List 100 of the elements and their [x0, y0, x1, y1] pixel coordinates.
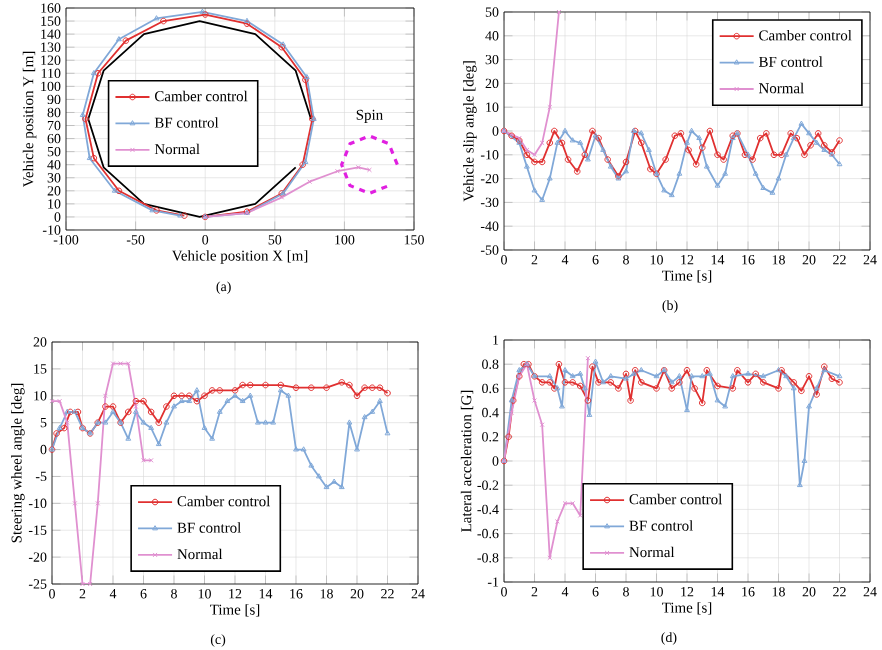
point	[224, 397, 231, 404]
point	[637, 139, 645, 147]
point	[239, 381, 246, 389]
point	[577, 370, 584, 376]
point	[573, 168, 581, 175]
point	[531, 158, 538, 166]
point	[270, 419, 277, 425]
point	[155, 419, 163, 426]
point	[645, 146, 652, 152]
point	[623, 375, 629, 381]
point	[759, 379, 767, 386]
point	[523, 163, 530, 169]
point	[546, 379, 554, 386]
line-series	[340, 134, 399, 196]
point	[79, 111, 86, 117]
point	[115, 187, 123, 195]
point	[714, 382, 721, 390]
point	[783, 373, 790, 379]
point	[577, 139, 584, 145]
point	[745, 370, 751, 376]
point	[132, 397, 140, 405]
point	[752, 370, 759, 378]
point	[361, 414, 368, 420]
point	[744, 379, 752, 386]
point	[277, 387, 284, 393]
point	[589, 127, 596, 135]
point	[115, 36, 122, 42]
point	[111, 187, 118, 193]
point	[57, 398, 63, 404]
point	[132, 408, 139, 414]
point	[231, 387, 239, 394]
point	[668, 191, 675, 198]
point	[622, 158, 630, 166]
point	[155, 440, 162, 447]
point	[148, 424, 155, 430]
point	[807, 141, 814, 149]
point	[828, 375, 836, 383]
point	[562, 127, 568, 133]
point	[539, 422, 545, 428]
point	[623, 168, 629, 174]
point	[685, 146, 692, 154]
point	[201, 424, 208, 430]
point	[698, 399, 706, 407]
point	[315, 473, 322, 479]
point	[688, 373, 695, 379]
point	[355, 164, 361, 170]
point	[577, 512, 583, 518]
point	[60, 424, 68, 432]
point	[208, 387, 216, 394]
point	[346, 381, 353, 389]
point	[729, 373, 736, 379]
point	[163, 403, 170, 410]
point	[805, 373, 813, 380]
point	[592, 358, 599, 364]
point	[820, 141, 828, 149]
point	[368, 384, 376, 392]
point	[232, 392, 238, 398]
point	[671, 132, 679, 140]
point	[647, 165, 654, 173]
point	[813, 391, 820, 398]
point	[376, 397, 383, 404]
point	[622, 370, 630, 378]
point	[547, 104, 553, 110]
point	[554, 139, 561, 145]
point	[760, 184, 767, 191]
point	[64, 420, 70, 426]
point	[638, 366, 645, 373]
point	[653, 373, 660, 379]
point	[53, 430, 60, 437]
point	[584, 156, 591, 162]
point	[706, 127, 714, 135]
point	[334, 168, 340, 174]
point	[369, 408, 376, 414]
point	[720, 156, 727, 163]
point	[308, 462, 315, 468]
point	[516, 366, 523, 373]
point	[102, 393, 108, 399]
point	[300, 446, 307, 452]
point	[86, 154, 93, 161]
point	[607, 163, 614, 169]
point	[216, 387, 224, 394]
point	[292, 384, 300, 392]
point	[661, 187, 668, 193]
point	[546, 175, 553, 181]
point	[201, 392, 208, 400]
point	[684, 139, 690, 145]
point	[676, 170, 683, 176]
point	[82, 115, 89, 123]
point	[153, 15, 160, 21]
point	[662, 156, 669, 163]
point	[186, 397, 193, 404]
point	[262, 419, 269, 425]
point	[763, 130, 770, 137]
point	[90, 154, 98, 162]
point	[778, 151, 785, 159]
point	[775, 175, 782, 181]
point	[676, 373, 683, 379]
point	[703, 163, 710, 169]
point	[576, 382, 584, 390]
point	[814, 130, 822, 137]
